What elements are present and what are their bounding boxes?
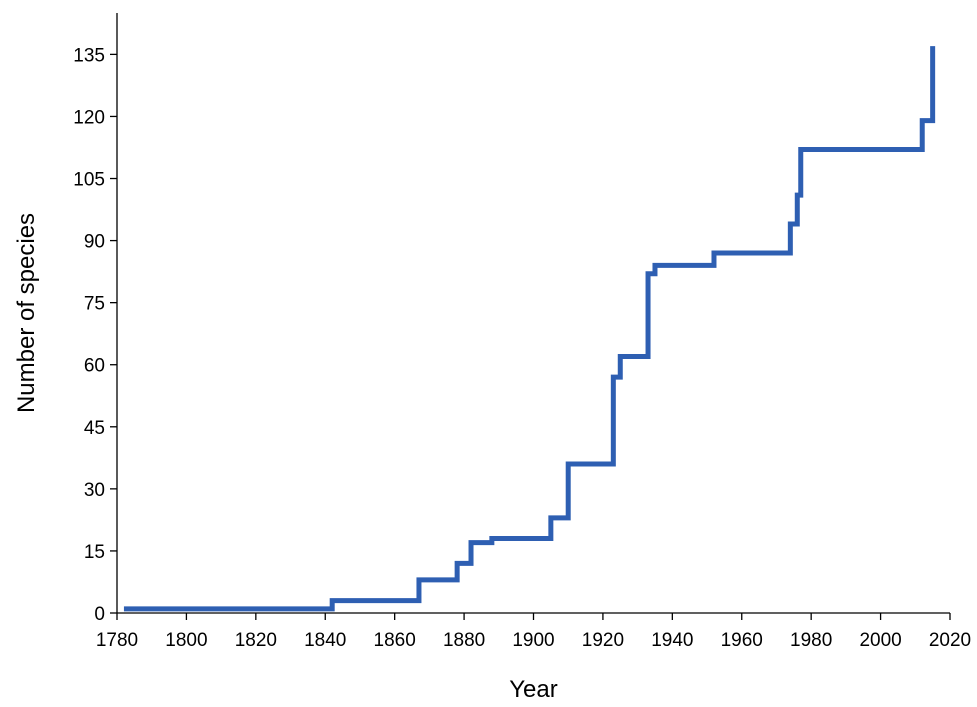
x-axis-title: Year xyxy=(509,676,558,703)
x-axis-ticks: 1780 1800 1820 1840 1860 1880 1900 1920 1940 1960… xyxy=(96,613,971,651)
x-tick-label: 1980 xyxy=(790,630,832,651)
y-tick-label: 15 xyxy=(84,542,105,563)
x-tick-label: 1780 xyxy=(96,630,138,651)
y-tick-label: 75 xyxy=(84,294,105,315)
x-tick-label: 1960 xyxy=(721,630,763,651)
x-tick-label: 1940 xyxy=(651,630,693,651)
x-tick-label: 2020 xyxy=(929,630,971,651)
y-tick-label: 0 xyxy=(94,604,105,625)
x-tick-label: 1880 xyxy=(443,630,485,651)
x-tick-label: 1860 xyxy=(374,630,416,651)
y-axis-title: Number of species xyxy=(13,213,40,413)
x-tick-label: 2000 xyxy=(859,630,901,651)
y-tick-label: 135 xyxy=(73,45,105,66)
x-tick-label: 1800 xyxy=(165,630,207,651)
y-tick-label: 120 xyxy=(73,107,105,128)
x-tick-label: 1820 xyxy=(235,630,277,651)
y-tick-label: 90 xyxy=(84,232,105,253)
y-tick-label: 60 xyxy=(84,356,105,377)
series-line xyxy=(123,46,936,612)
x-tick-label: 1920 xyxy=(582,630,624,651)
y-tick-label: 45 xyxy=(84,418,105,439)
y-tick-label: 30 xyxy=(84,480,105,501)
y-axis-ticks: 0 15 30 45 60 75 90 105 120 135 xyxy=(73,45,117,625)
y-tick-label: 105 xyxy=(73,170,105,191)
x-tick-label: 1900 xyxy=(512,630,554,651)
x-tick-label: 1840 xyxy=(304,630,346,651)
